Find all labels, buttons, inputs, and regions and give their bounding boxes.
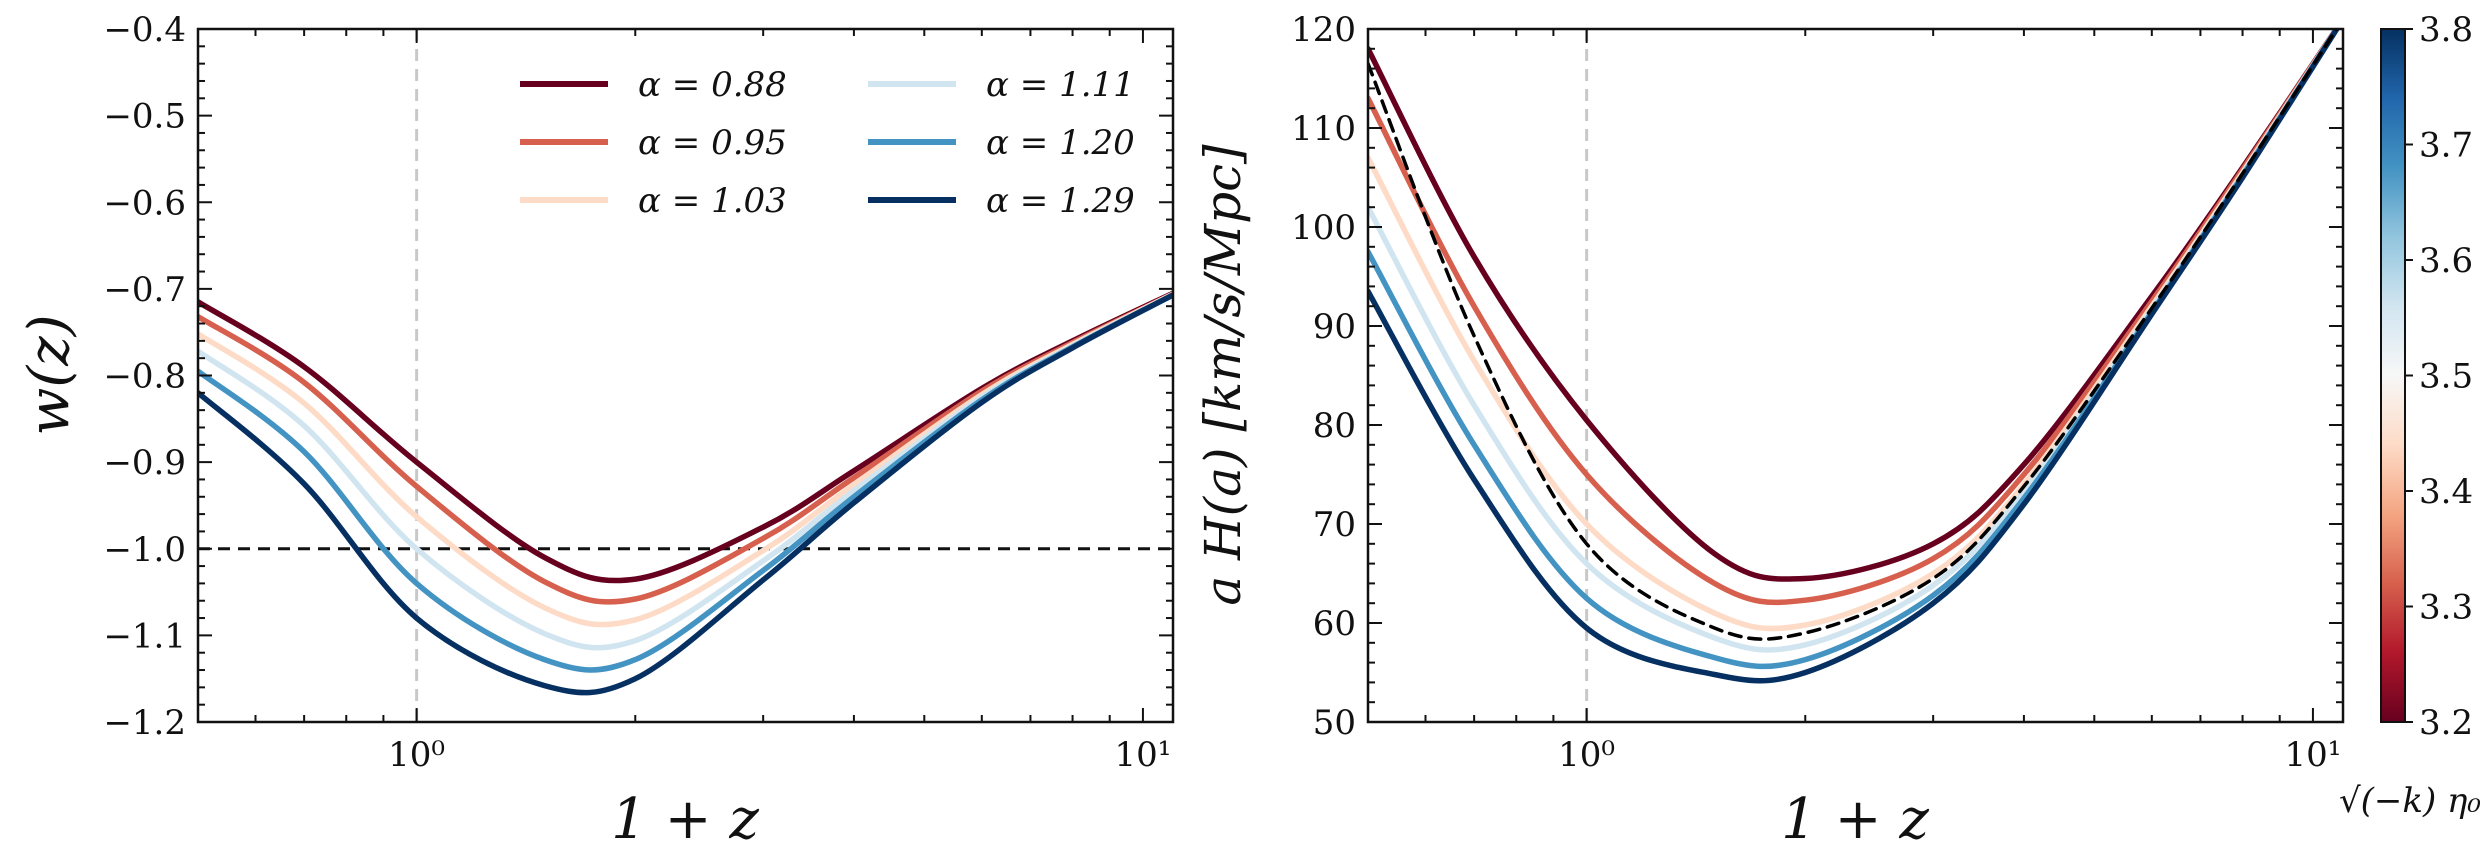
right-y-tick-label: 100 — [1291, 208, 1356, 248]
legend-label: α = 0.95 — [638, 123, 787, 163]
right-y-tick-label: 60 — [1313, 604, 1356, 644]
right-series-alpha-3 — [1368, 29, 2340, 653]
right-y-axis-title: a H(a) [km/s/Mpc] — [1194, 144, 1252, 606]
legend: α = 0.88 α = 0.95 α = 1.03 α = 1.11 α = 1.20… — [520, 65, 1135, 221]
right-y-tick-label: 110 — [1291, 109, 1356, 149]
colorbar: 3.2 3.3 3.4 3.5 3.6 3.7 3.8 √(−k) η₀ — [2339, 10, 2480, 821]
left-series-alpha-0 — [198, 290, 1173, 584]
right-x-axis-title: 1 + z — [1781, 787, 1929, 852]
left-y-tick-label: −0.7 — [103, 270, 186, 310]
colorbar-label: √(−k) η₀ — [2339, 781, 2480, 821]
colorbar-tick-label: 3.5 — [2419, 357, 2473, 397]
right-series-alpha-0 — [1368, 29, 2340, 582]
right-series-alpha-5 — [1368, 29, 2341, 684]
right-series-reference-curve — [1368, 29, 2339, 641]
left-y-tick-label: −1.2 — [103, 703, 186, 743]
left-y-tick-label: −0.4 — [103, 10, 186, 50]
right-y-tick-label: 50 — [1313, 703, 1356, 743]
legend-label: α = 1.29 — [986, 181, 1135, 221]
left-y-tick-label: −0.8 — [103, 357, 186, 397]
left-y-axis-title: w(z) — [17, 314, 82, 435]
colorbar-tick-label: 3.2 — [2419, 703, 2473, 743]
colorbar-tick-label: 3.4 — [2419, 472, 2473, 512]
right-series-alpha-1 — [1368, 29, 2340, 606]
left-x-axis-title: 1 + z — [611, 787, 759, 852]
right-x-tick-label: 10⁰ — [1558, 735, 1615, 775]
left-y-tick-label: −0.5 — [103, 97, 186, 137]
right-y-tick-label: 80 — [1313, 406, 1356, 446]
legend-label: α = 1.11 — [986, 65, 1135, 105]
right-y-tick-label: 90 — [1313, 307, 1356, 347]
left-y-tick-label: −0.6 — [103, 183, 186, 223]
legend-label: α = 1.20 — [986, 123, 1135, 163]
right-panel: 50 60 70 80 90 100 110 120 10⁰ 10¹ 1 + z a H(a) [… — [1194, 10, 2345, 852]
legend-label: α = 0.88 — [638, 65, 787, 105]
left-series-alpha-1 — [198, 291, 1173, 605]
left-series-alpha-5 — [198, 292, 1173, 696]
left-y-tick-label: −0.9 — [103, 443, 186, 483]
colorbar-tick-label: 3.8 — [2419, 10, 2473, 50]
right-y-tick-label: 120 — [1291, 10, 1356, 50]
left-y-tick-label: −1.1 — [103, 616, 186, 656]
colorbar-gradient — [2380, 28, 2406, 723]
left-series-alpha-2 — [198, 291, 1173, 628]
left-y-tick-label: −1.0 — [103, 530, 186, 570]
colorbar-tick-label: 3.7 — [2419, 126, 2473, 166]
right-axes-frame — [1366, 27, 2345, 724]
left-panel: −0.4 −0.5 −0.6 −0.7 −0.8 −0.9 −1.0 −1.1 −1.2 10⁰ 1… — [17, 10, 1175, 852]
right-y-tick-label: 70 — [1313, 505, 1356, 545]
colorbar-tick-label: 3.6 — [2419, 241, 2473, 281]
colorbar-tick-label: 3.3 — [2419, 588, 2473, 628]
legend-label: α = 1.03 — [638, 181, 787, 221]
left-x-tick-label: 10¹ — [1114, 735, 1171, 775]
right-x-tick-label: 10¹ — [2284, 735, 2341, 775]
left-x-tick-label: 10⁰ — [388, 735, 445, 775]
